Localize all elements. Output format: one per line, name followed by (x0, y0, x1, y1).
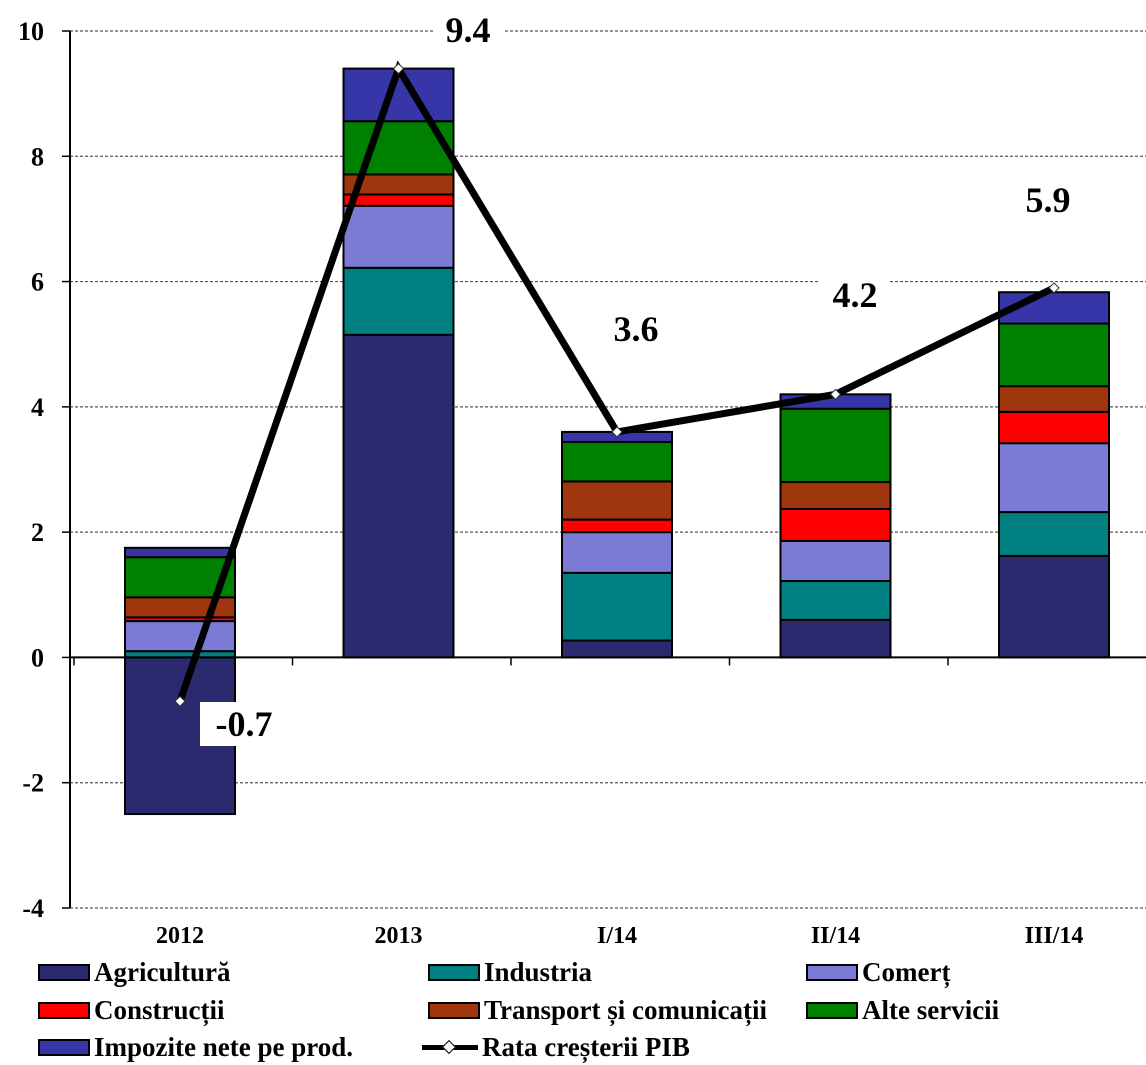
legend-label: Construcții (94, 994, 225, 1025)
gdp-line-point (829, 388, 842, 400)
data-label-bg (601, 307, 671, 351)
legend-item-rata-crestere-pib: Rata creșterii PIB (422, 1029, 690, 1065)
gdp-line-point (174, 695, 186, 707)
y-tick-label: 8 (31, 142, 44, 171)
y-tick-label: 4 (31, 393, 44, 422)
legend-label: Impozite nete pe prod. (94, 1031, 353, 1062)
x-category-label: II/14 (811, 923, 860, 949)
bar-segment (998, 554, 1110, 659)
legend-item-comert: Comerț (806, 954, 950, 990)
bar-segment (998, 442, 1110, 514)
bar-segment (779, 618, 892, 659)
bar-segment (342, 193, 455, 207)
data-label: -0.7 (216, 704, 273, 744)
gdp-line-point (1048, 282, 1060, 294)
legend-swatch (428, 1001, 480, 1019)
legend-swatch (428, 963, 480, 981)
bar-segment (998, 511, 1110, 557)
bar-segment (561, 639, 673, 659)
bars (124, 67, 1110, 816)
legend-swatch (38, 1038, 90, 1056)
bar-segment (561, 518, 673, 534)
legend-swatch (806, 963, 858, 981)
bar-segment (998, 410, 1110, 445)
data-label-bg (1013, 178, 1083, 222)
legend-item-agricultura: Agricultură (38, 954, 230, 990)
x-category-label: 2012 (156, 923, 204, 949)
gdp-line-point (392, 62, 405, 75)
bar-segment (561, 440, 673, 483)
y-tick-label: 2 (31, 518, 44, 547)
data-label: 5.9 (1026, 180, 1071, 220)
legend-label: Transport și comunicații (484, 994, 767, 1025)
bar-segment (342, 266, 455, 336)
bar-segment (342, 333, 455, 659)
chart-area: -4 -2 0 2 4 6 8 10 2012 2013 I/14 II/14 III/14 -0.7 9… (18, 8, 1146, 949)
data-label: 9.4 (446, 10, 491, 50)
y-tick-label: 6 (31, 268, 44, 297)
legend-label: Comerț (862, 956, 951, 987)
bar-segment (779, 407, 892, 484)
gdp-growth-line (174, 60, 1060, 707)
y-tick-label: 0 (31, 643, 44, 672)
legend-label: Alte servicii (862, 994, 1000, 1025)
legend-swatch (806, 1001, 858, 1019)
legend-label: Agricultură (94, 956, 231, 987)
data-label-bg (820, 273, 890, 317)
bar-segment (342, 204, 455, 269)
bar-segment (998, 385, 1110, 413)
bar-segment (779, 539, 892, 583)
legend-item-constructii: Construcții (38, 992, 225, 1028)
legend-swatch (38, 1001, 90, 1019)
data-label: 4.2 (833, 275, 878, 315)
bar-segment (124, 620, 236, 653)
x-category-label: III/14 (1025, 923, 1084, 949)
bar-segment (779, 580, 892, 621)
legend-line-marker (422, 1039, 478, 1056)
y-tick-label: -2 (22, 769, 44, 798)
data-label-bg (200, 702, 288, 746)
legend: Agricultură Industria Comerț Construcții… (38, 952, 1138, 1062)
data-label-bg (433, 8, 503, 52)
legend-label: Industria (484, 956, 593, 987)
bar-segment (998, 322, 1110, 388)
legend-swatch (38, 963, 90, 981)
legend-label: Rata creșterii PIB (482, 1031, 690, 1062)
bar-segment (124, 546, 236, 559)
gdp-line-point (611, 426, 623, 438)
legend-item-impozite: Impozite nete pe prod. (38, 1029, 353, 1065)
legend-item-transport: Transport și comunicații (428, 992, 767, 1028)
data-labels: -0.7 9.4 3.6 4.2 5.9 (200, 8, 1083, 746)
legend-item-industria: Industria (428, 954, 592, 990)
bar-segment (779, 481, 892, 510)
bar-segment (561, 571, 673, 642)
data-label: 3.6 (614, 309, 659, 349)
bar-segment (561, 531, 673, 574)
y-tick-label: 10 (18, 17, 44, 46)
x-category-label: 2013 (375, 923, 423, 949)
y-tick-label: -4 (22, 894, 44, 923)
axes: -4 -2 0 2 4 6 8 10 2012 2013 I/14 II/14 III/14 (18, 17, 1146, 949)
gridlines (70, 30, 1146, 909)
bar-segment (124, 556, 236, 599)
bar-segment (779, 507, 892, 542)
x-category-label: I/14 (597, 923, 637, 949)
legend-item-alte-servicii: Alte servicii (806, 992, 999, 1028)
bar-segment (561, 480, 673, 521)
